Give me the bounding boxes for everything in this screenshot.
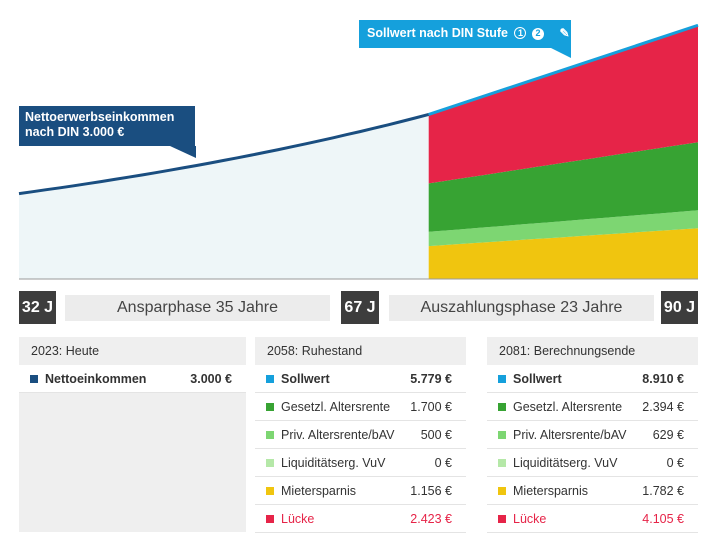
panel-row: Sollwert 5.779 € bbox=[255, 365, 466, 393]
row-value: 500 € bbox=[420, 428, 452, 442]
panel-row: Nettoeinkommen 3.000 € bbox=[19, 365, 246, 393]
row-label: Mietersparnis bbox=[281, 484, 357, 498]
sollwert-callout-text: Sollwert nach DIN Stufe bbox=[367, 26, 508, 40]
panel-row: Gesetzl. Altersrente 1.700 € bbox=[255, 393, 466, 421]
panel-row: Mietersparnis 1.782 € bbox=[487, 477, 698, 505]
panel-ruhestand: 2058: Ruhestand Sollwert 5.779 € Gesetzl. A… bbox=[255, 337, 466, 533]
row-value: 2.394 € bbox=[642, 400, 684, 414]
panel-header: 2081: Berechnungsende bbox=[499, 344, 636, 358]
legend-swatch bbox=[266, 487, 274, 495]
panel-row: Lücke 2.423 € bbox=[255, 505, 466, 533]
row-value: 1.782 € bbox=[642, 484, 684, 498]
panel-row: Sollwert 8.910 € bbox=[487, 365, 698, 393]
legend-swatch bbox=[266, 375, 274, 383]
age-retire-marker: 67 J bbox=[341, 291, 379, 324]
area-layer bbox=[428, 25, 698, 184]
panel-row: Priv. Altersrente/bAV 629 € bbox=[487, 421, 698, 449]
legend-swatch bbox=[266, 515, 274, 523]
sollwert-callout-pointer bbox=[551, 48, 571, 58]
legend-swatch bbox=[498, 515, 506, 523]
row-value: 0 € bbox=[434, 456, 452, 470]
row-label: Liquiditätserg. VuV bbox=[513, 456, 618, 470]
panel-berechnungsende: 2081: Berechnungsende Sollwert 8.910 € Gese… bbox=[487, 337, 698, 533]
row-label: Sollwert bbox=[513, 372, 562, 386]
income-line bbox=[18, 112, 430, 196]
row-label: Sollwert bbox=[281, 372, 330, 386]
income-area bbox=[19, 114, 429, 280]
stufe-1-badge[interactable]: 1 bbox=[514, 27, 527, 39]
legend-swatch bbox=[498, 375, 506, 383]
row-value: 4.105 € bbox=[642, 512, 684, 526]
row-value: 2.423 € bbox=[410, 512, 452, 526]
panel-row: Liquiditätserg. VuV 0 € bbox=[255, 449, 466, 477]
panel-header: 2058: Ruhestand bbox=[267, 344, 363, 358]
legend-swatch bbox=[266, 459, 274, 467]
panel-row: Liquiditätserg. VuV 0 € bbox=[487, 449, 698, 477]
age-start-marker: 32 J bbox=[19, 291, 56, 324]
panel-row: Mietersparnis 1.156 € bbox=[255, 477, 466, 505]
pencil-icon[interactable]: ✎ bbox=[559, 26, 570, 40]
stufe-2-badge[interactable]: 2 bbox=[531, 28, 544, 40]
legend-swatch bbox=[498, 459, 506, 467]
sollwert-line bbox=[428, 23, 699, 116]
legend-swatch bbox=[266, 431, 274, 439]
row-label: Nettoeinkommen bbox=[45, 372, 147, 386]
row-value: 3.000 € bbox=[190, 372, 232, 386]
ansparphase-label: Ansparphase 35 Jahre bbox=[65, 295, 330, 321]
panel-header: 2023: Heute bbox=[31, 344, 100, 358]
row-value: 0 € bbox=[666, 456, 684, 470]
row-value: 8.910 € bbox=[642, 372, 684, 386]
row-value: 1.700 € bbox=[410, 400, 452, 414]
row-label: Lücke bbox=[513, 512, 547, 526]
legend-swatch bbox=[30, 375, 38, 383]
panel-heute: 2023: Heute Nettoeinkommen 3.000 € bbox=[19, 337, 246, 532]
panel-row: Priv. Altersrente/bAV 500 € bbox=[255, 421, 466, 449]
income-callout-line1: Nettoerwerbseinkommen bbox=[25, 110, 175, 124]
legend-swatch bbox=[498, 403, 506, 411]
row-value: 5.779 € bbox=[410, 372, 452, 386]
legend-swatch bbox=[498, 431, 506, 439]
row-label: Priv. Altersrente/bAV bbox=[513, 428, 627, 442]
row-label: Gesetzl. Altersrente bbox=[513, 400, 623, 414]
row-label: Priv. Altersrente/bAV bbox=[281, 428, 395, 442]
row-label: Mietersparnis bbox=[513, 484, 589, 498]
legend-swatch bbox=[498, 487, 506, 495]
income-callout-line2: nach DIN 3.000 € bbox=[25, 125, 125, 139]
income-callout: Nettoerwerbseinkommen nach DIN 3.000 € bbox=[19, 106, 195, 146]
row-label: Lücke bbox=[281, 512, 315, 526]
row-value: 1.156 € bbox=[410, 484, 452, 498]
row-label: Gesetzl. Altersrente bbox=[281, 400, 391, 414]
age-end-marker: 90 J bbox=[661, 291, 698, 324]
auszahlungsphase-label: Auszahlungsphase 23 Jahre bbox=[389, 295, 654, 321]
area-layer bbox=[428, 210, 698, 247]
legend-swatch bbox=[266, 403, 274, 411]
area-layer bbox=[428, 228, 698, 279]
row-label: Liquiditätserg. VuV bbox=[281, 456, 386, 470]
retirement-area-chart bbox=[18, 23, 699, 280]
row-value: 629 € bbox=[652, 428, 684, 442]
panel-row: Lücke 4.105 € bbox=[487, 505, 698, 533]
panel-row: Gesetzl. Altersrente 2.394 € bbox=[487, 393, 698, 421]
income-callout-pointer bbox=[170, 146, 196, 158]
sollwert-callout[interactable]: Sollwert nach DIN Stufe 1 2 ✎ bbox=[359, 20, 571, 48]
area-layer bbox=[428, 142, 698, 232]
